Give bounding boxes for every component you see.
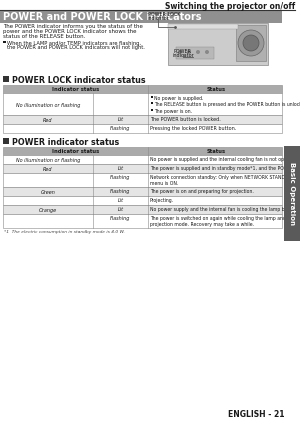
Bar <box>3 164 282 173</box>
Bar <box>3 155 282 164</box>
Text: No power supply and the internal fan is cooling the lamp by internal power suppl: No power supply and the internal fan is … <box>150 207 300 212</box>
Text: Switching the projector on/off: Switching the projector on/off <box>165 2 295 11</box>
Text: POWER and POWER LOCK indicators: POWER and POWER LOCK indicators <box>3 11 202 22</box>
Bar <box>3 196 282 205</box>
Text: Lit: Lit <box>118 207 124 212</box>
Bar <box>3 138 9 144</box>
Text: POWER LOCK: POWER LOCK <box>148 12 181 17</box>
Text: indicator: indicator <box>172 53 194 57</box>
Text: No power is supplied and the internal cooling fan is not operating.: No power is supplied and the internal co… <box>150 157 300 162</box>
Circle shape <box>205 50 209 54</box>
Text: Red: Red <box>43 118 53 123</box>
Circle shape <box>238 30 264 56</box>
Text: Status: Status <box>207 148 226 153</box>
Text: Green: Green <box>40 190 56 195</box>
Text: Lit: Lit <box>118 117 124 122</box>
Text: The POWER button is locked.: The POWER button is locked. <box>150 117 221 122</box>
Text: POWER: POWER <box>174 49 192 54</box>
Text: projection mode. Recovery may take a while.: projection mode. Recovery may take a whi… <box>150 221 254 227</box>
Text: Orange: Orange <box>39 208 57 213</box>
Text: Flashing: Flashing <box>110 189 131 194</box>
Text: The power is on and preparing for projection.: The power is on and preparing for projec… <box>150 189 254 194</box>
Text: indicator: indicator <box>148 15 170 20</box>
Text: power and the POWER LOCK indicator shows the: power and the POWER LOCK indicator shows… <box>3 29 136 34</box>
Bar <box>3 93 282 115</box>
Bar <box>3 214 282 228</box>
Circle shape <box>196 50 200 54</box>
Circle shape <box>243 35 259 51</box>
Text: *1  The electric consumption in standby mode is 4.0 W.: *1 The electric consumption in standby m… <box>4 230 125 234</box>
Text: ENGLISH - 21: ENGLISH - 21 <box>229 410 285 419</box>
Bar <box>236 25 266 61</box>
Bar <box>3 187 282 196</box>
Bar <box>3 173 282 187</box>
Text: The RELEASE button is pressed and the POWER button is unlocked.: The RELEASE button is pressed and the PO… <box>154 102 300 107</box>
Text: menu is ON.: menu is ON. <box>150 181 178 185</box>
Text: Lit: Lit <box>118 198 124 203</box>
Text: Indicator status: Indicator status <box>52 87 99 91</box>
Bar <box>151 108 153 110</box>
Bar <box>3 205 282 214</box>
Bar <box>284 146 300 241</box>
Bar <box>3 115 282 124</box>
Text: When the LAMP and/or TEMP indicators are flashing,: When the LAMP and/or TEMP indicators are… <box>7 41 141 45</box>
Text: The POWER indicator informs you the status of the: The POWER indicator informs you the stat… <box>3 24 143 29</box>
Text: Pressing the locked POWER button.: Pressing the locked POWER button. <box>150 126 236 131</box>
Bar <box>3 41 5 43</box>
Bar <box>168 23 268 65</box>
Text: Lit: Lit <box>118 166 124 171</box>
Text: Basic Operation: Basic Operation <box>289 162 295 225</box>
Bar <box>168 24 238 29</box>
Text: status of the RELEASE button.: status of the RELEASE button. <box>3 34 85 40</box>
Text: POWER indicator status: POWER indicator status <box>12 138 119 147</box>
Text: Flashing: Flashing <box>110 216 131 221</box>
Text: Flashing: Flashing <box>110 175 131 180</box>
Bar <box>3 85 282 93</box>
Text: Flashing: Flashing <box>110 126 131 131</box>
Text: Indicator status: Indicator status <box>52 148 99 153</box>
Text: Projecting.: Projecting. <box>150 198 174 203</box>
Bar <box>151 102 153 104</box>
Bar <box>3 76 9 82</box>
Circle shape <box>187 50 191 54</box>
Text: No illumination or flashing: No illumination or flashing <box>16 158 80 163</box>
Bar <box>176 47 214 59</box>
Text: POWER LOCK indicator status: POWER LOCK indicator status <box>12 76 146 85</box>
Text: Status: Status <box>207 87 226 91</box>
Text: the POWER and POWER LOCK indicators will not light.: the POWER and POWER LOCK indicators will… <box>7 45 145 51</box>
Text: Red: Red <box>43 167 53 172</box>
Text: Network connection standby: Only when NETWORK STANDBY in NETWORK: Network connection standby: Only when NE… <box>150 175 300 180</box>
Text: No power is supplied.: No power is supplied. <box>154 96 204 100</box>
Text: No illumination or flashing: No illumination or flashing <box>16 102 80 108</box>
Text: The power is switched on again while cooling the lamp and recovering to the: The power is switched on again while coo… <box>150 216 300 221</box>
Bar <box>3 124 282 133</box>
Circle shape <box>178 50 182 54</box>
Text: The power is supplied and in standby mode*1, and the POWER button is locked.: The power is supplied and in standby mod… <box>150 166 300 171</box>
Text: The power is on.: The power is on. <box>154 108 193 113</box>
Bar <box>0 10 282 23</box>
Bar <box>151 96 153 97</box>
Bar <box>3 147 282 155</box>
